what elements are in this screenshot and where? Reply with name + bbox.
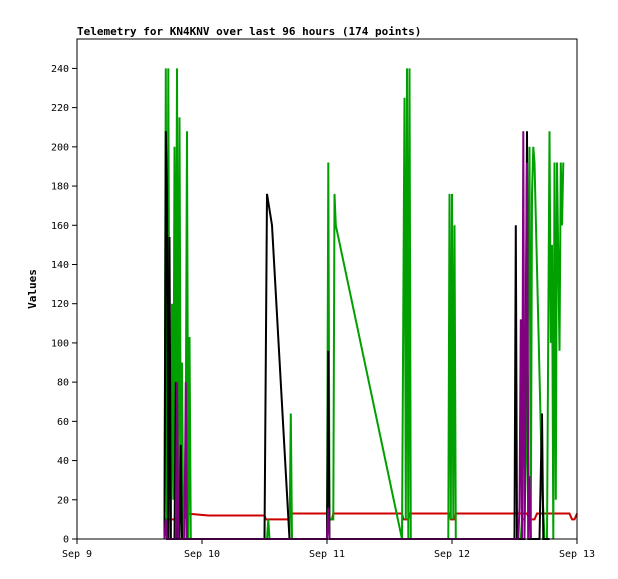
x-tick-label: Sep 11 (309, 549, 345, 560)
y-tick-label: 80 (57, 378, 69, 389)
y-tick-label: 20 (57, 495, 69, 506)
series-line-4 (163, 131, 532, 540)
x-axis: Sep 9 Sep 10 Sep 11 Sep 12 Sep 13 (62, 539, 595, 560)
x-tick-label: Sep 9 (62, 549, 92, 560)
y-tick-label: 240 (51, 64, 69, 75)
chart-title: Telemetry for KN4KNV over last 96 hours … (77, 25, 421, 38)
y-tick-label: 0 (63, 535, 69, 546)
y-tick-label: 140 (51, 260, 69, 271)
y-tick-label: 40 (57, 456, 69, 467)
y-axis-label: Values (26, 269, 39, 309)
y-tick-label: 160 (51, 221, 69, 232)
y-tick-label: 60 (57, 417, 69, 428)
y-tick-label: 120 (51, 299, 69, 310)
y-tick-label: 200 (51, 142, 69, 153)
y-tick-label: 220 (51, 103, 69, 114)
y-tick-label: 180 (51, 182, 69, 193)
x-tick-label: Sep 10 (184, 549, 220, 560)
y-axis: 0 20 40 60 80 100 120 140 160 180 200 220 240 (51, 64, 77, 546)
x-tick-label: Sep 13 (559, 549, 595, 560)
y-tick-label: 100 (51, 338, 69, 349)
x-tick-label: Sep 12 (434, 549, 470, 560)
series-line-1 (163, 512, 578, 540)
